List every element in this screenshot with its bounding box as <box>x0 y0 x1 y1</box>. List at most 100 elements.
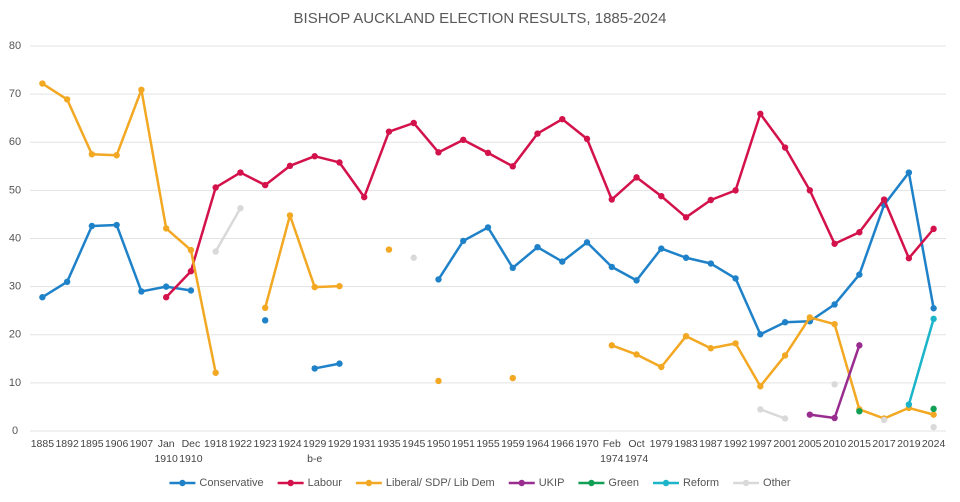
data-point <box>831 381 838 388</box>
data-point <box>707 345 715 352</box>
data-point <box>757 406 764 413</box>
data-point <box>39 80 46 87</box>
data-point <box>187 287 195 294</box>
data-point <box>732 187 739 194</box>
data-point <box>460 237 467 245</box>
data-point <box>831 240 838 247</box>
data-point <box>781 144 789 151</box>
data-point <box>261 304 269 311</box>
data-point <box>460 136 467 144</box>
data-point <box>559 258 566 265</box>
x-tick-label: 1895 <box>80 438 104 450</box>
data-point <box>63 278 71 286</box>
legend-label: Liberal/ SDP/ Lib Dem <box>386 477 495 489</box>
x-tick-label: 1923 <box>253 438 277 450</box>
legend-label: Conservative <box>199 477 263 489</box>
data-point <box>63 96 71 103</box>
x-tick-label: Feb 1974 <box>600 438 624 465</box>
y-tick-label: 10 <box>9 377 21 389</box>
legend-label: Reform <box>683 477 719 489</box>
x-tick-label: 2015 <box>847 438 872 450</box>
data-point <box>831 301 838 308</box>
y-tick-label: 50 <box>9 184 21 196</box>
data-point <box>633 351 640 358</box>
data-point <box>930 315 937 323</box>
data-point <box>583 135 591 143</box>
x-tick-label: 1987 <box>699 438 723 450</box>
data-point <box>930 405 937 413</box>
data-point <box>212 184 219 191</box>
x-tick-label: 1892 <box>55 438 79 450</box>
data-point <box>930 225 937 233</box>
data-point <box>261 317 269 324</box>
series-line <box>907 318 935 405</box>
y-tick-label: 0 <box>12 425 18 437</box>
data-point <box>880 196 888 203</box>
data-point <box>212 369 219 376</box>
data-point <box>113 152 120 159</box>
data-point <box>806 314 814 321</box>
legend-swatch-dot <box>287 479 294 487</box>
x-tick-label: 2005 <box>798 438 822 450</box>
legend-label: UKIP <box>539 477 565 489</box>
x-tick-label: Dec 1910 <box>179 438 203 465</box>
x-tick-label: 2010 <box>822 438 847 450</box>
data-point <box>707 196 715 204</box>
x-tick-label: 1907 <box>129 438 154 450</box>
data-point <box>608 196 615 203</box>
data-point <box>261 181 269 189</box>
x-tick-label: 1931 <box>352 438 376 450</box>
data-point <box>682 214 690 221</box>
data-point <box>682 254 690 261</box>
x-tick-label: 2019 <box>897 438 921 450</box>
data-point <box>138 288 145 295</box>
x-tick-label: 1924 <box>278 438 302 450</box>
data-point <box>905 401 913 408</box>
data-point <box>509 374 516 382</box>
x-tick-label: 1929 <box>327 438 352 450</box>
data-point <box>286 162 294 170</box>
x-tick-label: 1964 <box>525 438 550 450</box>
data-point <box>187 246 195 254</box>
data-point <box>385 128 393 135</box>
data-point <box>162 294 170 301</box>
y-tick-label: 80 <box>9 40 21 52</box>
data-point <box>509 264 516 272</box>
data-point <box>583 239 591 246</box>
data-point <box>806 187 814 194</box>
data-point <box>286 212 294 219</box>
y-tick-label: 60 <box>9 136 21 148</box>
data-point <box>732 275 739 282</box>
data-point <box>831 320 838 328</box>
data-point <box>311 153 318 160</box>
data-point <box>187 268 195 275</box>
y-tick-label: 30 <box>9 281 21 293</box>
data-point <box>484 224 492 231</box>
x-tick-label: 1945 <box>402 438 426 450</box>
data-point <box>757 383 764 390</box>
x-tick-label: 1992 <box>723 438 748 450</box>
data-point <box>311 283 318 291</box>
data-point <box>435 276 442 283</box>
data-point <box>633 277 640 284</box>
data-point <box>336 360 343 367</box>
data-point <box>658 245 665 252</box>
data-point <box>435 149 442 156</box>
x-tick-label: 1983 <box>674 438 698 450</box>
data-point <box>534 243 541 251</box>
data-point <box>138 86 145 93</box>
data-point <box>361 193 368 201</box>
data-point <box>930 305 937 312</box>
x-tick-label: 1955 <box>476 438 500 450</box>
data-point <box>781 352 789 359</box>
data-point <box>39 294 46 301</box>
x-tick-label: 1918 <box>203 438 228 450</box>
data-point <box>113 221 120 229</box>
data-point <box>162 225 170 232</box>
legend: Conservative Labour Liberal/ SDP/ Lib Dem U… <box>169 477 791 489</box>
series-line <box>165 112 935 299</box>
series-line <box>41 82 934 420</box>
x-tick-label: Jan 1910 <box>154 438 178 465</box>
